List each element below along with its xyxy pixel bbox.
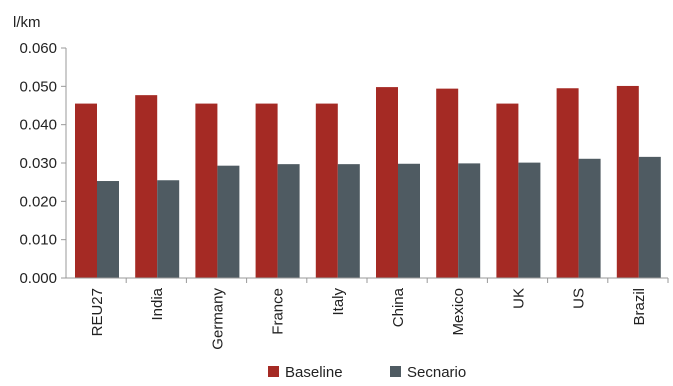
bar-secnario-brazil xyxy=(638,156,661,278)
x-tick-label: Mexico xyxy=(450,288,467,336)
legend-label: Secnario xyxy=(407,364,466,381)
x-tick-label: Brazil xyxy=(631,288,648,326)
bar-baseline-italy xyxy=(315,103,338,278)
bar-baseline-reu27 xyxy=(75,103,97,278)
y-tick-label: 0.000 xyxy=(19,270,57,287)
bar-baseline-china xyxy=(376,87,398,278)
y-axis-ticks: 0.000 0.010 0.020 0.030 0.040 0.050 0.060 xyxy=(19,40,66,287)
bar-baseline-france xyxy=(255,103,278,278)
x-tick-label: India xyxy=(149,287,166,320)
y-tick-label: 0.050 xyxy=(19,78,57,95)
legend-label: Baseline xyxy=(285,364,343,381)
bar-baseline-brazil xyxy=(616,85,639,278)
bar-baseline-germany xyxy=(195,103,218,278)
y-tick-label: 0.010 xyxy=(19,232,57,249)
bar-secnario-germany xyxy=(217,165,240,278)
bar-secnario-uk xyxy=(518,162,541,278)
y-tick-label: 0.060 xyxy=(19,40,57,57)
bars xyxy=(75,85,661,279)
x-tick-label: UK xyxy=(510,288,527,309)
bar-secnario-us xyxy=(578,158,601,278)
bar-baseline-uk xyxy=(496,103,519,278)
bar-secnario-reu27 xyxy=(97,181,119,278)
bar-secnario-india xyxy=(157,180,180,278)
legend-swatch xyxy=(390,366,401,377)
x-tick-label: Italy xyxy=(330,288,347,316)
bar-baseline-mexico xyxy=(436,88,459,278)
y-tick-label: 0.030 xyxy=(19,155,57,172)
bar-baseline-india xyxy=(135,95,158,279)
x-tick-label: Germany xyxy=(209,288,226,350)
bar-secnario-france xyxy=(277,164,300,278)
bar-secnario-italy xyxy=(337,164,360,278)
legend-swatch xyxy=(268,366,279,377)
x-tick-label: China xyxy=(390,287,407,327)
x-axis-ticks: REU27 India Germany France Italy China Mexico U… xyxy=(89,278,669,350)
legend: Baseline Secnario xyxy=(268,364,466,381)
x-tick-label: REU27 xyxy=(89,288,106,336)
bar-secnario-china xyxy=(398,163,420,278)
y-tick-label: 0.020 xyxy=(19,193,57,210)
x-tick-label: US xyxy=(571,288,588,309)
bar-secnario-mexico xyxy=(458,163,481,278)
y-tick-label: 0.040 xyxy=(19,117,57,134)
y-axis-label: l/km xyxy=(13,14,41,31)
x-tick-label: France xyxy=(270,288,287,335)
bar-baseline-us xyxy=(556,88,579,278)
